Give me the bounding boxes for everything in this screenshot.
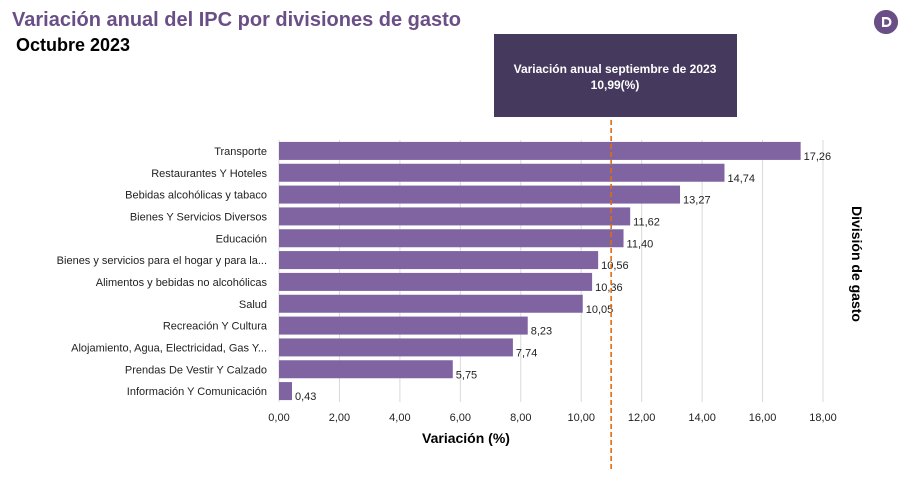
category-label: Educación (216, 233, 267, 245)
y-axis-title: División de gasto (849, 206, 865, 322)
bar[interactable] (279, 229, 624, 248)
category-label: Recreación Y Cultura (163, 321, 268, 333)
bar[interactable] (279, 316, 528, 335)
bars-layer (279, 141, 801, 401)
reference-layer: Variación anual septiembre de 2023 10,99(… (494, 34, 737, 472)
reference-callout-line1: Variación anual septiembre de 2023 (514, 62, 717, 76)
bar[interactable] (279, 360, 453, 379)
x-tick-label: 16,00 (749, 412, 777, 424)
value-label: 10,36 (595, 282, 623, 294)
x-tick-label: 6,00 (450, 412, 471, 424)
category-label: Alimentos y bebidas no alcohólicas (96, 277, 268, 289)
value-label: 7,74 (516, 347, 537, 359)
value-label: 0,43 (295, 391, 316, 403)
x-tick-label: 14,00 (688, 412, 716, 424)
bar[interactable] (279, 338, 513, 357)
value-label: 17,26 (804, 151, 832, 163)
x-tick-label: 0,00 (268, 412, 289, 424)
bar[interactable] (279, 251, 599, 270)
value-label: 13,27 (683, 195, 711, 207)
category-label: Información Y Comunicación (127, 386, 267, 398)
labels-layer: Transporte 17,26 Restaurantes Y Hoteles 14,… (57, 146, 831, 403)
bar[interactable] (279, 141, 801, 160)
category-label: Bienes Y Servicios Diversos (130, 211, 268, 223)
category-label: Bebidas alcohólicas y tabaco (125, 190, 267, 202)
bar[interactable] (279, 272, 593, 291)
category-label: Transporte (214, 146, 267, 158)
x-tick-label: 2,00 (329, 412, 350, 424)
category-label: Alojamiento, Agua, Electricidad, Gas Y..… (71, 342, 267, 354)
bar[interactable] (279, 382, 292, 401)
bar[interactable] (279, 294, 583, 313)
x-tick-label: 8,00 (510, 412, 531, 424)
x-tick-label: 10,00 (567, 412, 595, 424)
x-axis-title: Variación (%) (422, 430, 510, 446)
x-tick-label: 12,00 (628, 412, 656, 424)
value-label: 8,23 (531, 326, 552, 338)
x-tick-label: 18,00 (809, 412, 837, 424)
value-label: 11,40 (627, 238, 654, 250)
category-label: Bienes y servicios para el hogar y para … (57, 255, 267, 267)
bar[interactable] (279, 163, 725, 182)
d-logo-icon[interactable] (874, 10, 898, 34)
reference-callout-line2: 10,99(%) (591, 78, 640, 92)
reference-callout-box (494, 34, 737, 117)
value-label: 10,56 (601, 260, 629, 272)
x-tick-label: 4,00 (389, 412, 410, 424)
bar[interactable] (279, 185, 681, 204)
grid-layer (278, 140, 824, 402)
category-label: Restaurantes Y Hoteles (151, 168, 267, 180)
chart-title: Variación anual del IPC por divisiones d… (12, 9, 462, 31)
value-label: 5,75 (456, 369, 477, 381)
category-label: Prendas De Vestir Y Calzado (125, 364, 267, 376)
value-label: 11,62 (633, 216, 660, 228)
value-label: 10,05 (586, 304, 614, 316)
bar[interactable] (279, 207, 631, 226)
ticks-layer: 0,00 2,00 4,00 6,00 8,00 10,00 12,00 14,00 16,00… (268, 412, 836, 424)
category-label: Salud (239, 299, 267, 311)
chart-subtitle: Octubre 2023 (16, 35, 131, 55)
value-label: 14,74 (727, 173, 755, 185)
